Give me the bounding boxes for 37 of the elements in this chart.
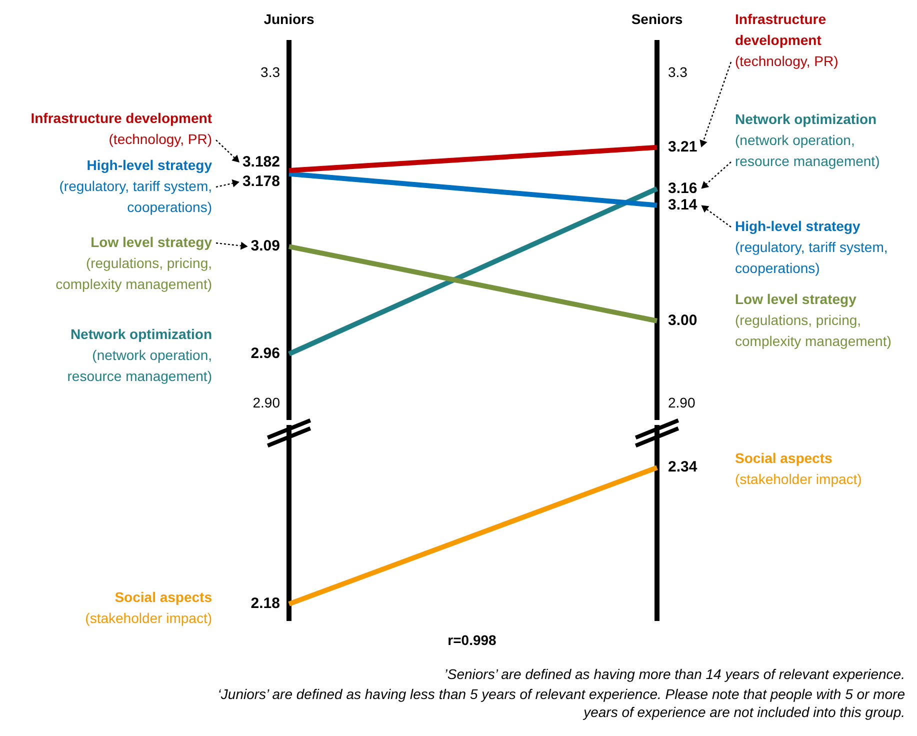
text: Low level strategy: [90, 234, 212, 250]
annotation: (network operation, resource management): [735, 132, 880, 169]
data-label: 2.18: [250, 595, 280, 612]
text: ’Seniors’ are defined as having more than 14 years of relevant experience.: [443, 665, 905, 683]
data-label: 3.00: [668, 312, 698, 330]
text: ‘Juniors’ are defined as having less than 5 years of relevant experience. Please note that people with 5 or more years of experience are not included into this group.: [216, 685, 905, 721]
data-label: 3.178: [242, 172, 280, 190]
text: Infrastructure development: [30, 110, 212, 126]
annotation: (regulations, pricing, complexity management): [56, 254, 212, 292]
text: High-level strategy: [86, 156, 212, 173]
data-label: 3.16: [668, 180, 698, 197]
data-label: 2.34: [668, 458, 698, 476]
annotation: (stakeholder impact): [85, 610, 212, 626]
data-label: 2.96: [250, 345, 280, 362]
text: r=0.998: [446, 632, 498, 648]
text: Network optimization: [735, 110, 877, 127]
text: Low level strategy: [735, 290, 856, 307]
annotation: (regulations, pricing, complexity management): [735, 312, 892, 349]
x-tick-label: Seniors: [631, 10, 683, 27]
data-label: 3.21: [668, 138, 698, 156]
x-tick-label: Juniors: [264, 10, 314, 27]
data-label: 3.14: [668, 196, 698, 214]
annotation: (technology, PR): [735, 52, 838, 69]
data-label: 3.09: [250, 238, 280, 255]
annotation: (network operation, resource management): [67, 346, 212, 384]
annotation: (stakeholder impact): [735, 470, 862, 487]
text: High-level strategy: [735, 218, 860, 234]
annotation: (regulatory, tariff system, cooperations): [735, 238, 888, 276]
text: Infrastructure development: [735, 10, 826, 48]
text: Social aspects: [114, 588, 212, 605]
data-label: 3.182: [242, 154, 280, 171]
text: Network optimization: [70, 326, 212, 342]
annotation: (technology, PR): [108, 130, 212, 147]
y2-tick-label: 3.3: [668, 64, 688, 80]
text: Social aspects: [735, 450, 832, 466]
y2-tick-label: 2.90: [668, 394, 696, 410]
annotation: (regulatory, tariff system, cooperations): [59, 178, 212, 215]
